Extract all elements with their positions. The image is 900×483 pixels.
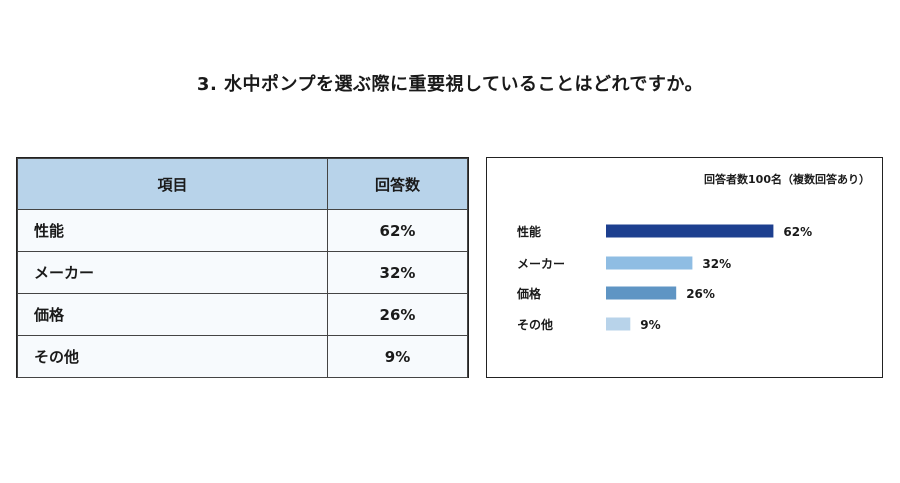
row-label: 価格 [17,293,328,336]
category-label: 価格 [516,286,542,301]
category-label: メーカー [517,257,565,271]
page-title: 3. 水中ポンプを選ぶ際に重要視していることはどれですか。 [196,74,704,95]
row-value: 32% [327,251,468,294]
bar [606,317,631,331]
header-count: 回答数 [327,158,468,210]
table-header-row: 項目 回答数 [17,158,468,210]
respondents-note: 回答者数100名（複数回答あり） [704,173,870,186]
row-label: その他 [17,335,328,378]
row-label: メーカー [17,251,328,294]
results-table: 項目 回答数 性能 62% メーカー 32% 価格 26% その他 9% [16,157,469,378]
chart-svg: 性能 62% メーカー 32% 価格 26% その他 9% [516,224,812,332]
row-value: 62% [327,209,468,252]
row-label: 性能 [17,209,328,252]
header-item: 項目 [17,158,328,210]
category-label: 性能 [516,224,541,239]
bar [606,224,774,238]
value-label: 32% [702,257,731,271]
category-label: その他 [517,317,553,332]
row-value: 26% [327,293,468,336]
table-row: 性能 62% [17,209,468,252]
value-label: 9% [640,318,660,332]
bar-chart: 回答者数100名（複数回答あり） 性能 62% メーカー 32% 価格 26% その他 9% [486,157,883,378]
row-value: 9% [327,335,468,378]
value-label: 62% [783,225,812,239]
table-row: その他 9% [17,335,468,378]
value-label: 26% [686,287,715,301]
table-row: 価格 26% [17,293,468,336]
table-row: メーカー 32% [17,251,468,294]
bar [606,256,693,270]
bar [606,286,677,300]
